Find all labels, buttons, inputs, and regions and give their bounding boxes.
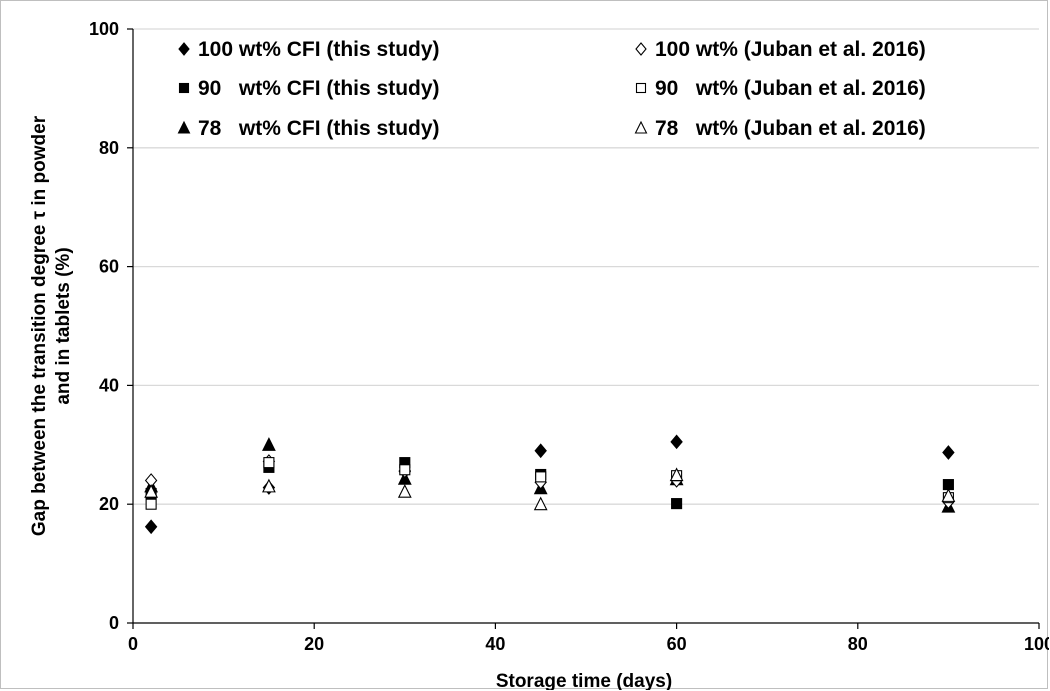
legend-label: 90 wt% CFI (this study) (198, 77, 440, 100)
y-tick-label: 20 (99, 494, 119, 514)
data-point (534, 443, 547, 459)
legend-marker (635, 82, 647, 94)
data-point (144, 519, 158, 535)
legend-marker (178, 82, 190, 94)
data-point (669, 467, 684, 482)
series-2 (144, 437, 956, 513)
legend-label: 78 wt% (Juban et al. 2016) (655, 117, 926, 140)
y-tick-label: 80 (99, 138, 119, 158)
data-point (263, 457, 275, 469)
x-tick-label: 40 (485, 634, 505, 654)
data-point (144, 483, 159, 498)
data-point (942, 445, 955, 460)
data-point (262, 478, 276, 493)
y-tick-label: 40 (99, 375, 119, 395)
x-tick-label: 100 (1024, 634, 1049, 654)
tick-labels: 0 20 40 60 80 100 0 20 40 60 80 100 (89, 19, 1049, 654)
x-axis-title: Storage time (days) (496, 671, 672, 690)
y-tick-label: 60 (99, 257, 119, 277)
data-point (145, 498, 157, 510)
x-tick-label: 60 (667, 634, 687, 654)
x-tick-label: 20 (304, 634, 324, 654)
x-tick-label: 0 (128, 634, 138, 654)
data-point (670, 434, 683, 450)
data-point (535, 471, 547, 483)
y-axis-title-line-1: Gap between the transition degree τ in p… (29, 115, 50, 536)
legend-label: 90 wt% (Juban et al. 2016) (655, 77, 926, 100)
data-point (942, 479, 954, 491)
data-point (533, 496, 548, 511)
data-point (941, 488, 956, 502)
data-point (397, 483, 412, 498)
data-point (399, 464, 411, 476)
legend: 100 wt% CFI (this study) 90 wt% CFI (this… (177, 38, 926, 140)
data-point (262, 437, 276, 451)
y-tick-label: 100 (89, 19, 119, 39)
y-tick-label: 0 (109, 613, 119, 633)
gridlines (133, 28, 1039, 505)
legend-marker (177, 120, 191, 134)
series-5 (144, 467, 956, 511)
axes (132, 29, 1039, 624)
legend-label: 100 wt% CFI (this study) (198, 38, 440, 61)
legend-marker (634, 120, 648, 134)
data-points (144, 434, 956, 535)
legend-marker (178, 42, 190, 56)
legend-label: 100 wt% (Juban et al. 2016) (655, 38, 926, 61)
x-tick-label: 80 (848, 634, 868, 654)
legend-marker (635, 42, 647, 56)
y-axis-title-line-2: and in tablets (%) (53, 247, 74, 404)
legend-label: 78 wt% CFI (this study) (198, 117, 440, 140)
data-point (671, 498, 683, 510)
